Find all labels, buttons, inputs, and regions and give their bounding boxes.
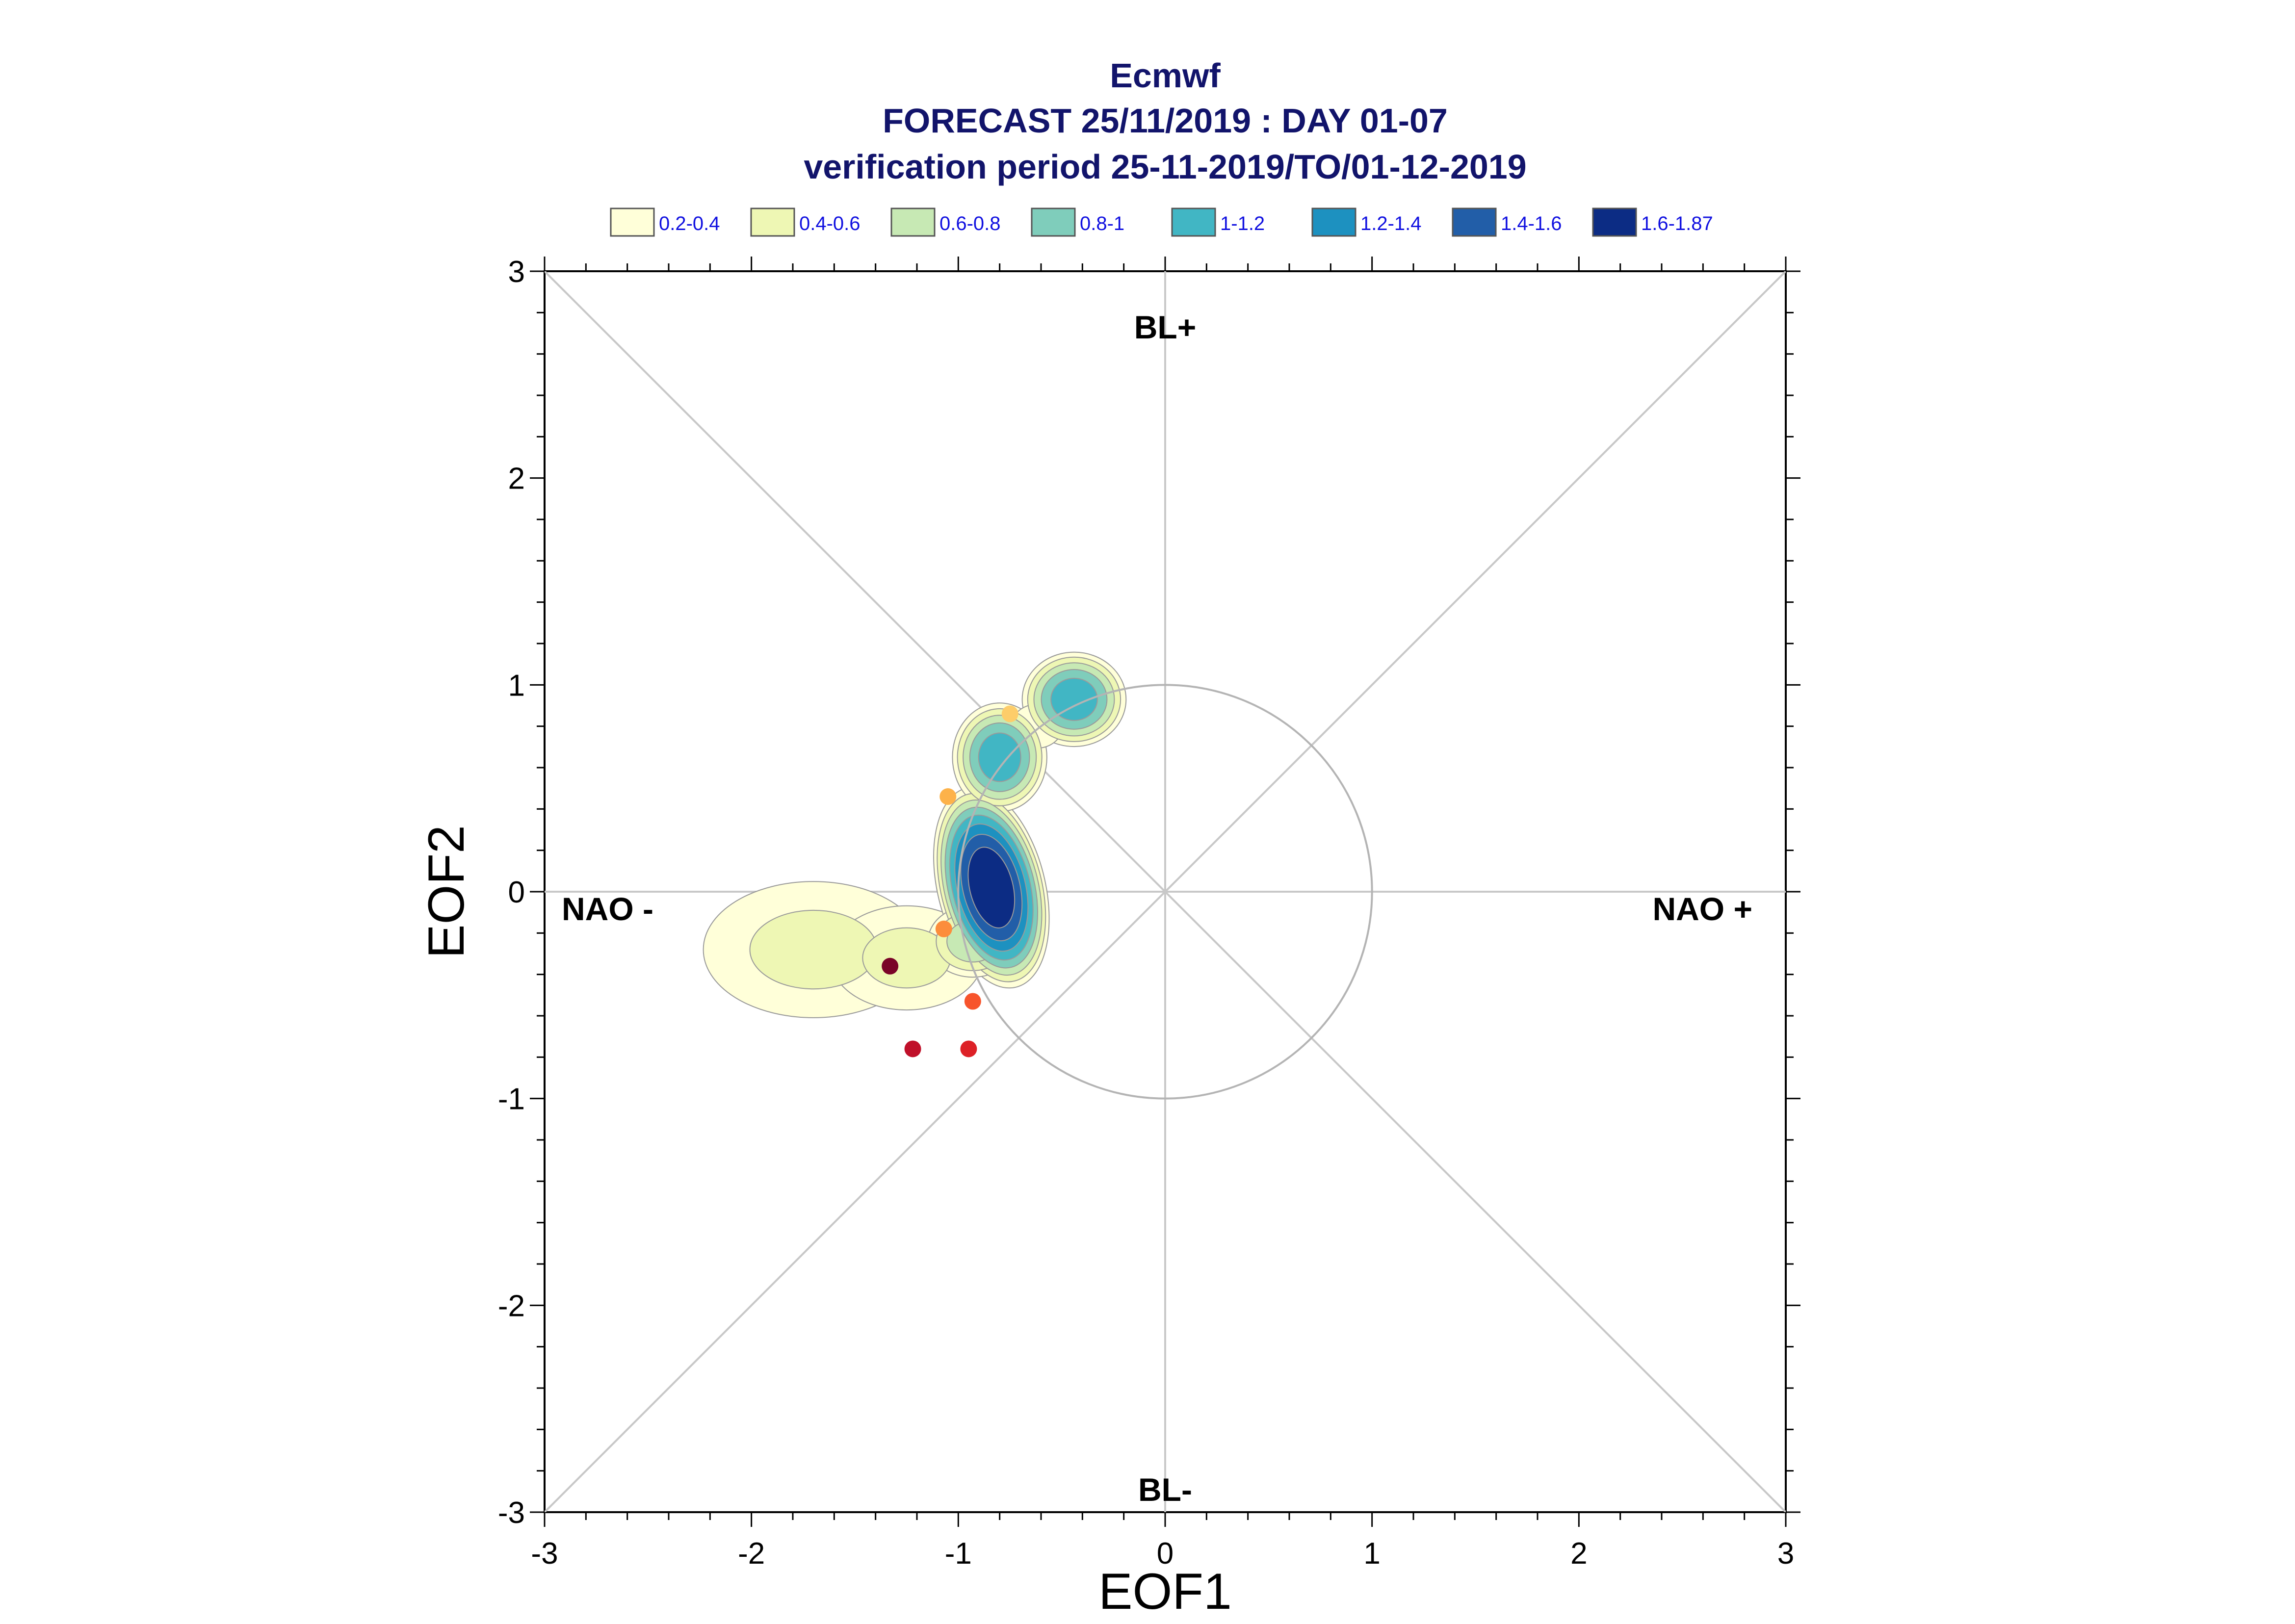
title-line-1: Ecmwf xyxy=(1110,56,1221,95)
region-label-bottom: BL- xyxy=(1138,1471,1192,1508)
x-axis-title: EOF1 xyxy=(1098,1563,1232,1620)
x-tick-label: 0 xyxy=(1157,1537,1174,1571)
y-tick-label: 3 xyxy=(508,255,525,289)
legend-label: 0.4-0.6 xyxy=(799,213,861,234)
data-point xyxy=(935,920,952,937)
legend-label: 0.2-0.4 xyxy=(659,213,720,234)
y-tick-label: -2 xyxy=(498,1289,525,1323)
data-point xyxy=(964,993,981,1010)
region-label-right: NAO + xyxy=(1652,891,1752,927)
legend-label: 1.2-1.4 xyxy=(1360,213,1422,234)
title-line-3: verification period 25-11-2019/TO/01-12-… xyxy=(804,148,1526,186)
data-point xyxy=(960,1040,977,1057)
legend-label: 0.6-0.8 xyxy=(939,213,1001,234)
scatter-points xyxy=(882,705,1018,1057)
x-tick-label: -2 xyxy=(738,1537,765,1571)
data-point xyxy=(939,788,957,805)
legend-swatch xyxy=(750,207,795,237)
legend: 0.2-0.4 0.4-0.6 0.6-0.8 0.8-1 1-1.2 1.2-1.4 1.… xyxy=(610,207,1713,237)
density-contour xyxy=(978,732,1021,782)
y-tick-label: -3 xyxy=(498,1496,525,1530)
unit-circle xyxy=(957,684,1373,1100)
region-label-top: BL+ xyxy=(1134,309,1197,345)
y-tick-label: 0 xyxy=(508,876,525,909)
axis-ticks: -3 -2 -1 0 1 2 3 -3 -2 -1 0 1 2 3 xyxy=(498,255,1800,1571)
data-point xyxy=(904,1040,921,1057)
legend-swatch xyxy=(1311,207,1356,237)
y-tick-label: 1 xyxy=(508,669,525,702)
x-tick-label: 3 xyxy=(1777,1537,1794,1571)
legend-swatch xyxy=(1031,207,1076,237)
density-contour xyxy=(749,909,878,990)
x-tick-label: -3 xyxy=(531,1537,558,1571)
data-point xyxy=(1001,705,1018,722)
legend-swatch xyxy=(1592,207,1637,237)
reference-lines xyxy=(545,271,1786,1512)
legend-swatch xyxy=(1452,207,1497,237)
density-level-1.6-1.87 xyxy=(967,847,1016,928)
x-tick-label: 2 xyxy=(1570,1537,1587,1571)
y-axis-title: EOF2 xyxy=(418,825,475,958)
title-line-2: FORECAST 25/11/2019 : DAY 01-07 xyxy=(883,102,1448,140)
density-contours xyxy=(703,651,1127,1018)
legend-label: 0.8-1 xyxy=(1080,213,1124,234)
legend-swatch xyxy=(610,207,655,237)
y-tick-label: 2 xyxy=(508,462,525,496)
legend-label: 1-1.2 xyxy=(1220,213,1265,234)
data-point xyxy=(882,957,899,975)
legend-swatch xyxy=(1171,207,1216,237)
x-tick-label: -1 xyxy=(945,1537,972,1571)
chart-title: Ecmwf FORECAST 25/11/2019 : DAY 01-07 ve… xyxy=(804,56,1526,186)
region-label-left: NAO - xyxy=(562,891,653,927)
x-tick-label: 1 xyxy=(1363,1537,1380,1571)
legend-label: 1.4-1.6 xyxy=(1501,213,1562,234)
legend-label: 1.6-1.87 xyxy=(1641,213,1713,234)
density-contour xyxy=(967,847,1016,928)
legend-swatch xyxy=(890,207,936,237)
density-contour xyxy=(1050,677,1098,721)
y-tick-label: -1 xyxy=(498,1083,525,1116)
